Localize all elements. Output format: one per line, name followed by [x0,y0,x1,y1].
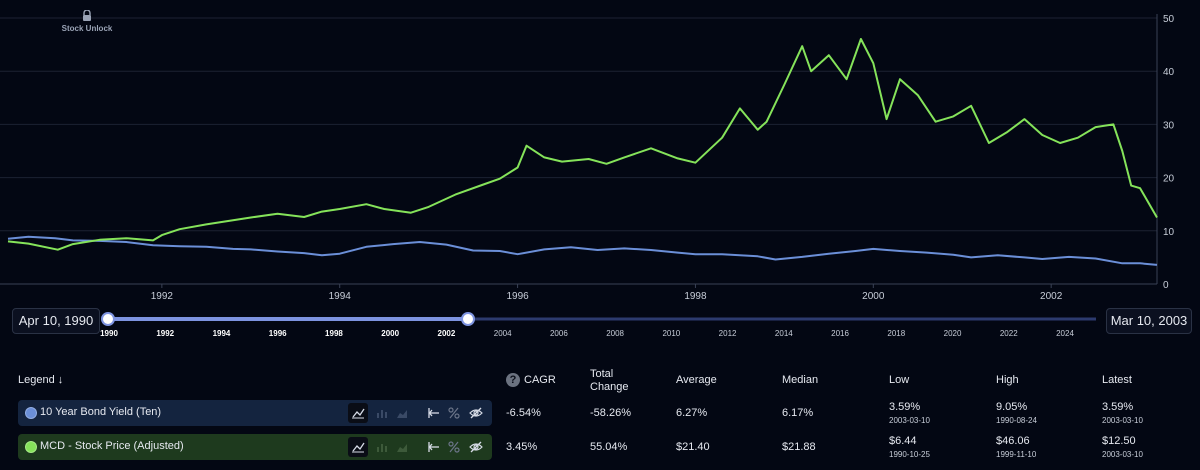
mcd-low: $6.44 [889,435,917,447]
legend-row-mcd[interactable]: MCD - Stock Price (Adjusted) [18,434,492,460]
slider-year-label: 2022 [999,329,1018,338]
slider-year-label: 2000 [381,329,400,338]
bond-low-date: 2003-03-10 [889,416,930,425]
series-name: MCD - Stock Price (Adjusted) [40,440,184,452]
slider-year-axis: 1990 1992 1994 1996 1998 2000 2002 2004 2006 2008… [0,329,1200,341]
bar-chart-icon[interactable] [374,439,390,455]
percent-icon[interactable] [446,405,462,421]
line-chart-icon[interactable] [348,403,368,423]
y-tick-label: 50 [1163,14,1175,25]
slider-year-label: 1994 [212,329,231,338]
sort-down-icon: ↓ [57,374,64,386]
slider-year-label: 2016 [831,329,849,338]
bond-cagr: -6.54% [506,407,541,419]
x-tick-label: 1994 [329,291,352,302]
bar-chart-icon[interactable] [374,405,390,421]
col-average: Average [676,374,717,386]
slider-year-label: 2008 [606,329,625,338]
start-date-field[interactable]: Apr 10, 1990 [12,308,100,334]
area-chart-icon[interactable] [394,439,410,455]
x-tick-label: 2002 [1040,291,1063,302]
bond-latest-date: 2003-03-10 [1102,416,1143,425]
mcd-low-date: 1990-10-25 [889,450,930,459]
x-tick-label: 1998 [684,291,707,302]
legend-header[interactable]: Legend ↓ [18,374,63,386]
mcd-median: $21.88 [782,441,816,453]
col-total-change-line1: Total [590,368,614,380]
area-chart-icon[interactable] [394,405,410,421]
series-color-dot [25,441,37,453]
y-tick-label: 0 [1163,280,1169,291]
x-tick-label: 1996 [506,291,529,302]
bond-average: 6.27% [676,407,708,419]
bond-total-change: -58.26% [590,407,631,419]
slider-year-label: 2024 [1056,329,1074,338]
col-high: High [996,374,1019,386]
mcd-total-change: 55.04% [590,441,628,453]
help-icon[interactable]: ? [506,373,520,387]
y-tick-label: 30 [1163,120,1175,131]
bond-median: 6.17% [782,407,814,419]
lock-icon [83,10,91,21]
col-total-change-line2: Change [590,381,629,393]
price-chart[interactable]: 0 10 20 30 40 50 1992 1994 1996 1998 2000 2002 [0,0,1200,350]
bond-yield-line [7,235,1158,266]
slider-year-label: 1996 [268,329,287,338]
col-median: Median [782,374,819,386]
y-tick-label: 20 [1163,174,1175,185]
mcd-cagr: 3.45% [506,441,538,453]
legend-title: Legend [18,374,55,386]
slider-start-handle[interactable] [101,312,115,326]
slider-year-label: 2006 [549,329,568,338]
col-latest: Latest [1102,374,1132,386]
line-chart-icon[interactable] [348,437,368,457]
slider-year-label: 2012 [718,329,737,338]
bond-high: 9.05% [996,401,1028,413]
align-left-icon[interactable] [426,439,442,455]
slider-year-label: 1990 [100,329,118,338]
slider-year-label: 2020 [943,329,962,338]
slider-year-label: 2014 [774,329,793,338]
col-cagr: CAGR [524,374,556,386]
col-low: Low [889,374,910,386]
slider-end-handle[interactable] [461,312,475,326]
slider-year-label: 2018 [887,329,906,338]
end-date-field[interactable]: Mar 10, 2003 [1106,308,1192,334]
mcd-latest-date: 2003-03-10 [1102,450,1143,459]
y-tick-label: 40 [1163,67,1175,78]
brand-name: Stock Unlock [61,24,113,33]
percent-icon[interactable] [446,439,462,455]
slider-year-label: 2004 [493,329,512,338]
x-tick-label: 2000 [862,291,885,302]
x-tick-label: 1992 [151,291,174,302]
mcd-high: $46.06 [996,435,1030,447]
slider-year-label: 1998 [325,329,343,338]
eye-off-icon[interactable] [468,405,484,421]
slider-year-label: 2010 [662,329,681,338]
mcd-latest: $12.50 [1102,435,1136,447]
align-left-icon[interactable] [426,405,442,421]
mcd-high-date: 1999-11-10 [996,450,1037,459]
mcd-average: $21.40 [676,441,710,453]
slider-year-label: 1992 [156,329,175,338]
mcd-price-line [7,38,1158,251]
stock-unlock-logo: Stock Unlock [57,10,117,33]
bond-high-date: 1990-08-24 [996,416,1037,425]
y-tick-label: 10 [1163,227,1175,238]
bond-low: 3.59% [889,401,921,413]
bond-latest: 3.59% [1102,401,1134,413]
eye-off-icon[interactable] [468,439,484,455]
slider-year-label: 2002 [437,329,456,338]
legend-row-bond[interactable]: 10 Year Bond Yield (Ten) [18,400,492,426]
series-color-dot [25,407,37,419]
series-name: 10 Year Bond Yield (Ten) [40,406,162,418]
